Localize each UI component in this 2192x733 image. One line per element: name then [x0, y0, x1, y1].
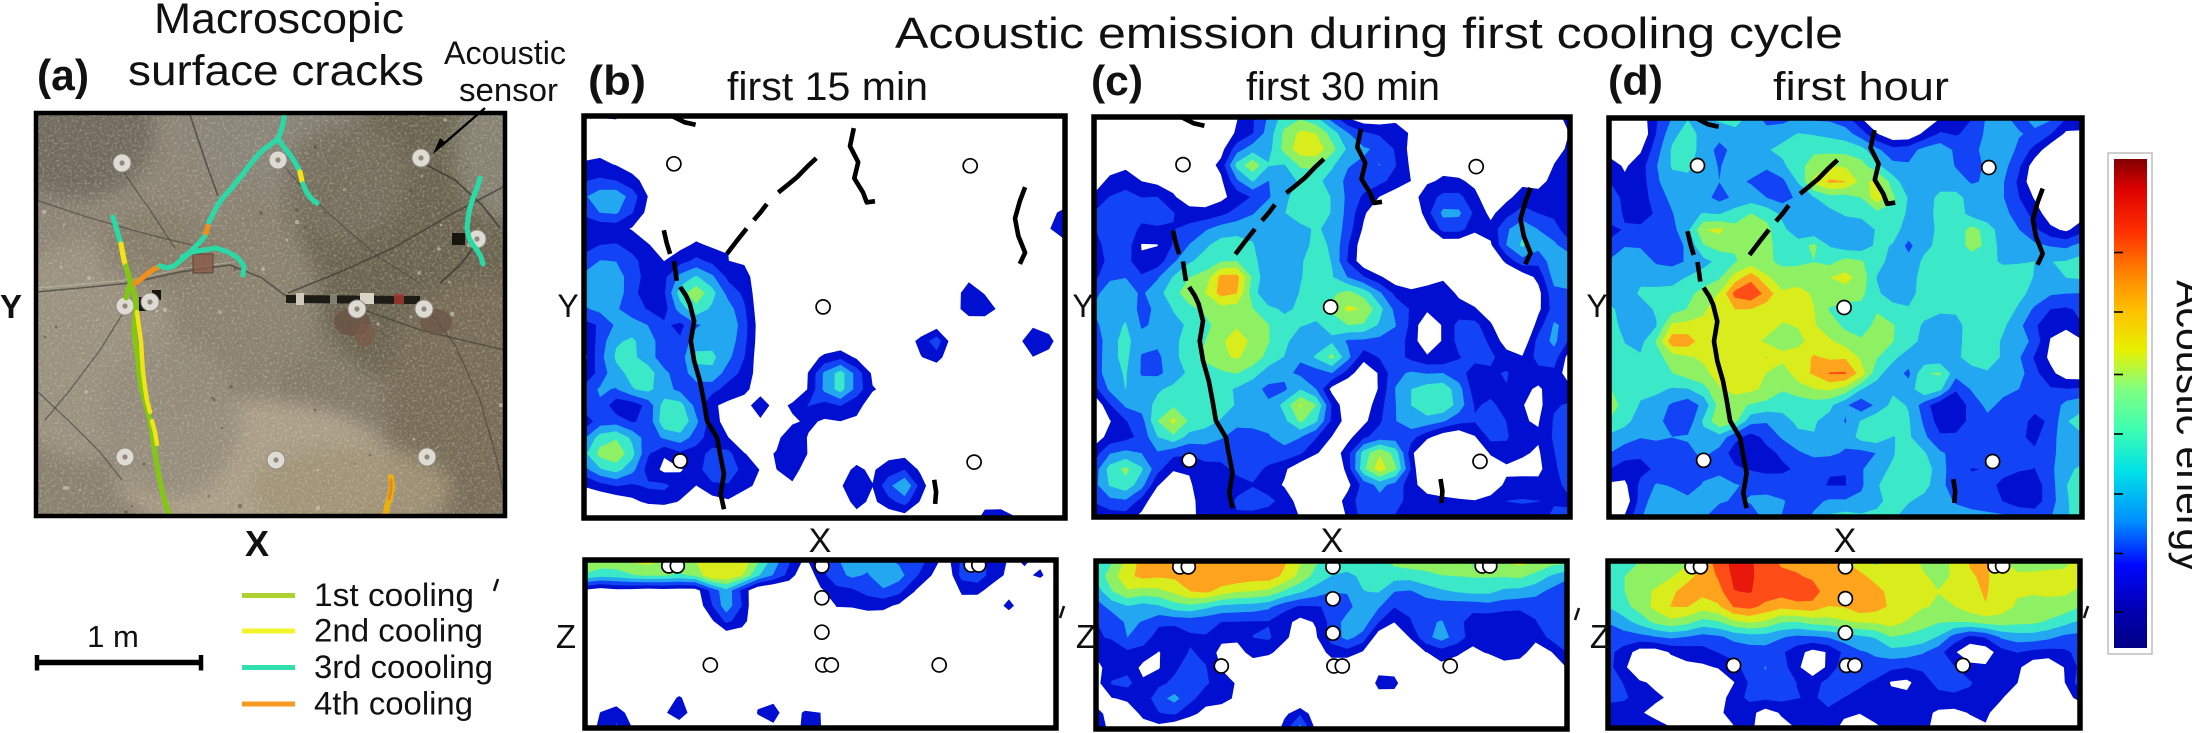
- svg-text:Z: Z: [1076, 618, 1096, 655]
- svg-text:Z: Z: [556, 618, 576, 655]
- svg-text:X: X: [1321, 522, 1344, 560]
- svg-text:Y: Y: [1072, 288, 1093, 324]
- svg-text:Macroscopic: Macroscopic: [154, 0, 404, 43]
- svg-text:(a): (a): [37, 51, 89, 100]
- svg-text:X: X: [245, 523, 269, 564]
- svg-text:4th cooling: 4th cooling: [314, 686, 473, 722]
- svg-text:Y: Y: [557, 288, 578, 324]
- svg-text:surface cracks: surface cracks: [128, 47, 424, 95]
- svg-text:Y: Y: [1586, 288, 1607, 324]
- svg-text:first hour: first hour: [1773, 65, 1949, 109]
- svg-text:X: X: [1834, 522, 1857, 560]
- svg-text:Acoustic emission during first: Acoustic emission during first cooling c…: [895, 9, 1843, 58]
- svg-text:first 15 min: first 15 min: [727, 65, 928, 109]
- svg-text:sensor: sensor: [459, 72, 558, 108]
- svg-text:first 30 min: first 30 min: [1246, 65, 1440, 109]
- svg-text:(b): (b): [588, 57, 646, 104]
- svg-text:1 m: 1 m: [87, 619, 139, 654]
- svg-text:2nd cooling: 2nd cooling: [314, 613, 483, 649]
- svg-text:3rd coooling: 3rd coooling: [314, 649, 493, 685]
- svg-text:(c): (c): [1091, 57, 1143, 104]
- svg-text:Acoustic energy: Acoustic energy: [2168, 280, 2192, 572]
- svg-text:1st cooling: 1st cooling: [314, 577, 474, 613]
- svg-text:Y: Y: [0, 288, 22, 325]
- svg-text:Z: Z: [1590, 618, 1610, 655]
- svg-text:X: X: [809, 522, 832, 560]
- svg-text:Acoustic: Acoustic: [444, 35, 566, 71]
- svg-text:(d): (d): [1608, 57, 1663, 104]
